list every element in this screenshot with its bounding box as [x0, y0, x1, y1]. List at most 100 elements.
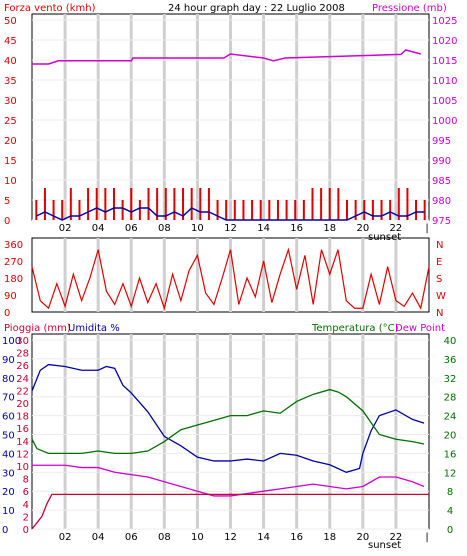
x-tick-label: 20 — [356, 532, 369, 543]
y-tick-label-rain: 8 — [23, 475, 29, 486]
y-tick-label-humidity: 60 — [2, 412, 15, 423]
y-tick-label-direction: 360 — [4, 240, 23, 251]
x-tick-label: | — [425, 532, 428, 543]
sunset-label-bottom: sunset — [368, 540, 401, 551]
y-tick-label-pressure: 980 — [432, 196, 451, 207]
x-tick-label: 04 — [92, 223, 105, 234]
y-tick-label-humidity: 70 — [2, 393, 15, 404]
y-tick-label-wind: 25 — [4, 116, 17, 127]
y-tick-label-rain: 26 — [16, 361, 29, 372]
x-tick-label: 14 — [257, 223, 270, 234]
x-tick-label: 10 — [191, 532, 204, 543]
y-tick-label-rain: 6 — [23, 487, 29, 498]
y-tick-label-rain: 12 — [16, 449, 29, 460]
series-line — [31, 363, 425, 473]
sunset-label-top: sunset — [368, 232, 401, 243]
y-tick-label-wind: 10 — [4, 176, 17, 187]
y-tick-label-direction: 180 — [4, 274, 23, 285]
wind-axis-title: Forza vento (kmh) — [4, 3, 96, 14]
y-tick-label-rain: 0 — [23, 525, 29, 536]
y-tick-label-rain: 14 — [16, 437, 29, 448]
x-tick-label: 16 — [290, 223, 303, 234]
x-tick-label: 18 — [323, 223, 336, 234]
y-tick-label-compass: N — [436, 240, 443, 251]
series-line — [32, 464, 425, 497]
series-line — [31, 493, 429, 530]
y-tick-label-pressure: 1025 — [432, 16, 457, 27]
x-tick-label: 12 — [224, 532, 237, 543]
y-tick-label-pressure: 1000 — [432, 116, 457, 127]
y-tick-label-temperature: 4 — [447, 506, 453, 517]
y-tick-label-direction: 0 — [4, 308, 10, 319]
x-tick-label: 14 — [257, 532, 270, 543]
y-tick-label-rain: 10 — [16, 462, 29, 473]
y-tick-label-pressure: 1020 — [432, 36, 457, 47]
wind-gust-series — [35, 188, 426, 220]
x-tick-label: 10 — [191, 223, 204, 234]
x-tick-label: 08 — [158, 223, 171, 234]
y-tick-label-pressure: 990 — [432, 156, 451, 167]
y-tick-label-humidity: 0 — [2, 525, 8, 536]
y-tick-label-wind: 5 — [4, 196, 10, 207]
pressure-series — [32, 49, 421, 65]
y-tick-label-compass: W — [436, 291, 446, 302]
y-tick-label-temperature: 28 — [444, 393, 457, 404]
y-tick-label-pressure: 975 — [432, 216, 451, 227]
y-tick-label-rain: 22 — [16, 386, 29, 397]
series-line — [31, 388, 425, 455]
y-tick-label-humidity: 40 — [2, 449, 15, 460]
y-tick-label-temperature: 0 — [447, 525, 453, 536]
y-tick-label-wind: 0 — [4, 216, 10, 227]
y-tick-label-pressure: 1005 — [432, 96, 457, 107]
y-tick-label-humidity: 30 — [2, 468, 15, 479]
y-tick-label-wind: 50 — [4, 16, 17, 27]
y-tick-label-pressure: 1010 — [432, 76, 457, 87]
y-tick-label-rain: 24 — [16, 374, 29, 385]
y-tick-label-wind: 15 — [4, 156, 17, 167]
x-tick-label: | — [425, 223, 428, 234]
y-tick-label-temperature: 24 — [444, 412, 457, 423]
y-tick-label-direction: 90 — [4, 291, 17, 302]
x-tick-label: 16 — [290, 532, 303, 543]
chart-title: 24 hour graph day : 22 Luglio 2008 — [168, 3, 345, 14]
x-tick-label: 06 — [125, 223, 138, 234]
y-tick-label-humidity: 100 — [2, 336, 21, 347]
y-tick-label-humidity: 10 — [2, 506, 15, 517]
y-tick-label-temperature: 16 — [444, 449, 457, 460]
y-tick-label-rain: 28 — [16, 349, 29, 360]
wind-direction-series — [31, 247, 430, 311]
humidity-axis-title: Umidita % — [68, 323, 120, 334]
y-tick-label-humidity: 90 — [2, 355, 15, 366]
y-tick-label-pressure: 1015 — [432, 56, 457, 67]
y-tick-label-wind: 45 — [4, 36, 17, 47]
y-tick-label-temperature: 32 — [444, 374, 457, 385]
x-tick-label: 18 — [323, 532, 336, 543]
temperature-axis-title: Temperatura (°C) — [311, 323, 399, 334]
y-tick-label-temperature: 12 — [444, 468, 457, 479]
y-tick-label-rain: 18 — [16, 412, 29, 423]
y-tick-label-temperature: 36 — [444, 355, 457, 366]
x-tick-label: 22 — [390, 532, 403, 543]
y-tick-label-rain: 2 — [23, 512, 29, 523]
wind-average-series — [35, 207, 425, 221]
y-tick-label-temperature: 40 — [444, 336, 457, 347]
y-tick-label-compass: E — [436, 257, 442, 268]
y-tick-label-temperature: 20 — [444, 431, 457, 442]
x-tick-label: 12 — [224, 223, 237, 234]
y-tick-label-direction: 270 — [4, 257, 23, 268]
y-tick-label-humidity: 20 — [2, 487, 15, 498]
y-tick-label-humidity: 80 — [2, 374, 15, 385]
y-tick-label-rain: 20 — [16, 399, 29, 410]
y-tick-label-wind: 30 — [4, 96, 17, 107]
y-tick-label-wind: 35 — [4, 76, 17, 87]
y-tick-label-wind: 40 — [4, 56, 17, 67]
x-tick-label: 06 — [125, 532, 138, 543]
y-tick-label-compass: S — [436, 274, 442, 285]
y-tick-label-humidity: 50 — [2, 431, 15, 442]
y-tick-label-temperature: 8 — [447, 487, 453, 498]
y-tick-label-rain: 16 — [16, 424, 29, 435]
x-tick-label: 02 — [59, 223, 72, 234]
y-tick-label-rain: 30 — [16, 336, 29, 347]
x-tick-label: 04 — [92, 532, 105, 543]
